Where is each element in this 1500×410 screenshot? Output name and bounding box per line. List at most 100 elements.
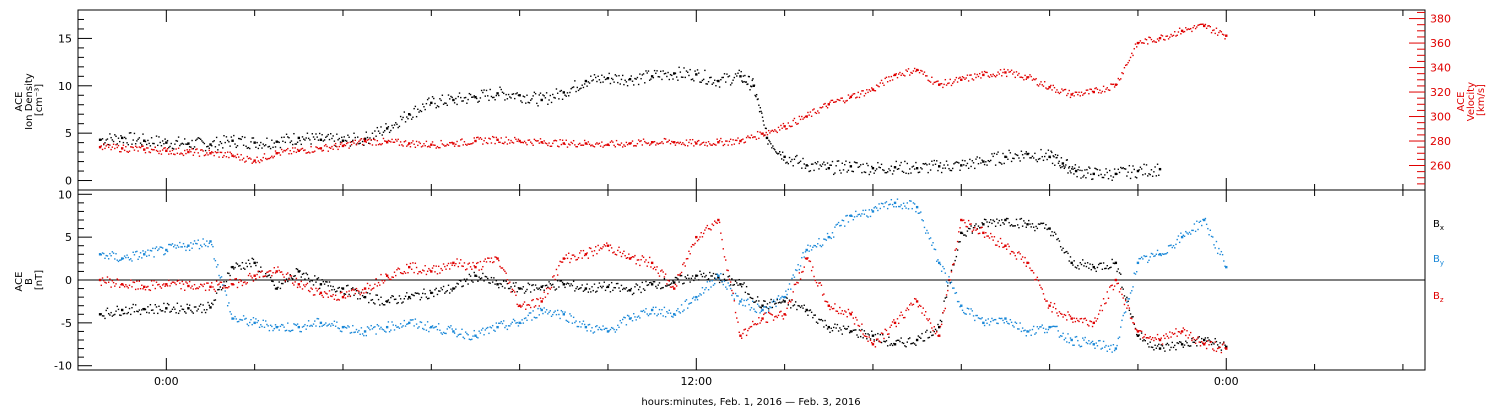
series-0-trace-dot bbox=[1060, 157, 1063, 159]
series-2-trace-dot bbox=[1148, 337, 1150, 339]
series-2-trace-dot bbox=[152, 284, 154, 286]
series-1-trace-dot bbox=[650, 313, 652, 315]
series-0-trace-dot bbox=[927, 171, 929, 174]
series-1-trace-dot bbox=[882, 82, 884, 84]
series-1-trace-dot bbox=[1148, 259, 1150, 261]
series-1-trace-dot bbox=[423, 143, 425, 145]
series-1-trace-dot bbox=[867, 216, 869, 218]
series-1-point bbox=[1136, 41, 1140, 45]
series-0-trace-dot bbox=[376, 126, 379, 129]
series-2-trace-dot bbox=[1005, 248, 1008, 250]
series-0-trace-dot bbox=[467, 283, 469, 285]
series-2-trace-dot bbox=[890, 324, 893, 326]
series-2-trace-dot bbox=[775, 315, 777, 317]
series-1-point bbox=[1048, 325, 1051, 329]
series-1-trace-dot bbox=[233, 155, 235, 158]
series-0-trace-dot bbox=[230, 266, 233, 268]
series-1-trace-dot bbox=[112, 252, 115, 254]
series-1-trace-dot bbox=[604, 144, 607, 146]
series-1-trace-dot bbox=[116, 146, 118, 149]
series-2-trace-dot bbox=[489, 261, 491, 263]
series-0-trace-dot bbox=[965, 164, 967, 167]
series-0-trace-dot bbox=[621, 74, 624, 77]
series-1-trace-dot bbox=[798, 268, 801, 271]
series-0-trace-dot bbox=[547, 103, 549, 105]
series-0-trace-dot bbox=[693, 279, 695, 282]
series-0-trace-dot bbox=[255, 264, 257, 267]
series-0-trace-dot bbox=[114, 313, 116, 316]
series-0-trace-dot bbox=[637, 83, 640, 86]
series-0-trace-dot bbox=[857, 166, 859, 169]
series-0-trace-dot bbox=[184, 310, 186, 313]
series-0-trace-dot bbox=[1177, 342, 1180, 345]
series-2-trace-dot bbox=[1111, 284, 1113, 286]
series-2-trace-dot bbox=[1176, 335, 1178, 337]
series-0-trace-dot bbox=[1080, 263, 1083, 266]
series-0-trace-dot bbox=[217, 289, 219, 291]
series-2-trace-dot bbox=[391, 276, 393, 278]
series-2-trace-dot bbox=[875, 338, 878, 340]
series-1-trace-dot bbox=[797, 122, 799, 125]
series-0-trace-dot bbox=[775, 151, 777, 153]
series-1-trace-dot bbox=[1201, 23, 1203, 25]
series-1-trace-dot bbox=[836, 223, 839, 225]
series-1-trace-dot bbox=[495, 322, 498, 324]
series-0-trace-dot bbox=[213, 299, 215, 302]
series-0-trace-dot bbox=[382, 131, 385, 133]
series-0-trace-dot bbox=[694, 70, 696, 72]
series-1-trace-dot bbox=[683, 143, 685, 146]
series-1-trace-dot bbox=[603, 328, 605, 331]
series-0-trace-dot bbox=[817, 322, 819, 324]
series-0-trace-dot bbox=[704, 69, 706, 72]
series-1-trace-dot bbox=[936, 260, 938, 262]
series-1-trace-dot bbox=[338, 327, 341, 330]
series-2-trace-dot bbox=[252, 280, 255, 282]
series-0-trace-dot bbox=[936, 160, 938, 162]
right-tick-label: 300 bbox=[1430, 111, 1451, 124]
series-1-trace-dot bbox=[760, 133, 763, 135]
series-1-trace-dot bbox=[179, 241, 181, 244]
series-0-trace-dot bbox=[1092, 178, 1094, 180]
series-1-trace-dot bbox=[999, 69, 1002, 71]
series-0-trace-dot bbox=[898, 339, 900, 342]
series-1-trace-dot bbox=[525, 142, 527, 144]
series-1-trace-dot bbox=[466, 144, 468, 146]
series-1-trace-dot bbox=[1133, 48, 1135, 50]
series-1-trace-dot bbox=[652, 141, 655, 143]
series-1-trace-dot bbox=[174, 244, 176, 246]
series-0-trace-dot bbox=[580, 87, 582, 89]
series-2-trace-dot bbox=[230, 283, 233, 285]
series-0-trace-dot bbox=[728, 275, 731, 277]
series-2-trace-dot bbox=[260, 271, 262, 273]
series-1-trace-dot bbox=[1183, 235, 1186, 237]
series-1-trace-dot bbox=[586, 330, 588, 332]
series-0-trace-dot bbox=[1216, 344, 1219, 346]
series-1-trace-dot bbox=[975, 76, 977, 79]
series-0-trace-dot bbox=[925, 162, 927, 165]
series-1-trace-dot bbox=[522, 141, 525, 144]
series-0-trace-dot bbox=[144, 308, 147, 311]
series-0-trace-dot bbox=[813, 169, 815, 172]
series-0-trace-dot bbox=[581, 84, 583, 86]
series-2-trace-dot bbox=[660, 270, 662, 272]
series-0-trace-dot bbox=[871, 165, 873, 168]
series-0-trace-dot bbox=[463, 278, 466, 280]
series-0-trace-dot bbox=[1158, 174, 1160, 176]
series-0-trace-dot bbox=[819, 164, 821, 166]
series-0-trace-dot bbox=[193, 306, 196, 308]
series-1-trace-dot bbox=[921, 219, 923, 221]
series-2-trace-dot bbox=[456, 258, 458, 260]
series-1-trace-dot bbox=[839, 225, 841, 227]
series-0-trace-dot bbox=[976, 156, 978, 158]
series-0-trace-dot bbox=[330, 285, 332, 287]
series-0-trace-dot bbox=[863, 171, 866, 173]
series-2-trace-dot bbox=[1051, 311, 1053, 313]
series-0-trace-dot bbox=[1086, 262, 1089, 264]
series-2-trace-dot bbox=[137, 288, 139, 290]
series-2-trace-dot bbox=[510, 291, 512, 293]
series-1-trace-dot bbox=[1192, 26, 1194, 29]
series-2-trace-dot bbox=[625, 257, 628, 259]
series-1-trace-dot bbox=[1121, 72, 1123, 74]
series-0-trace-dot bbox=[133, 311, 136, 313]
series-2-trace-dot bbox=[944, 307, 947, 310]
